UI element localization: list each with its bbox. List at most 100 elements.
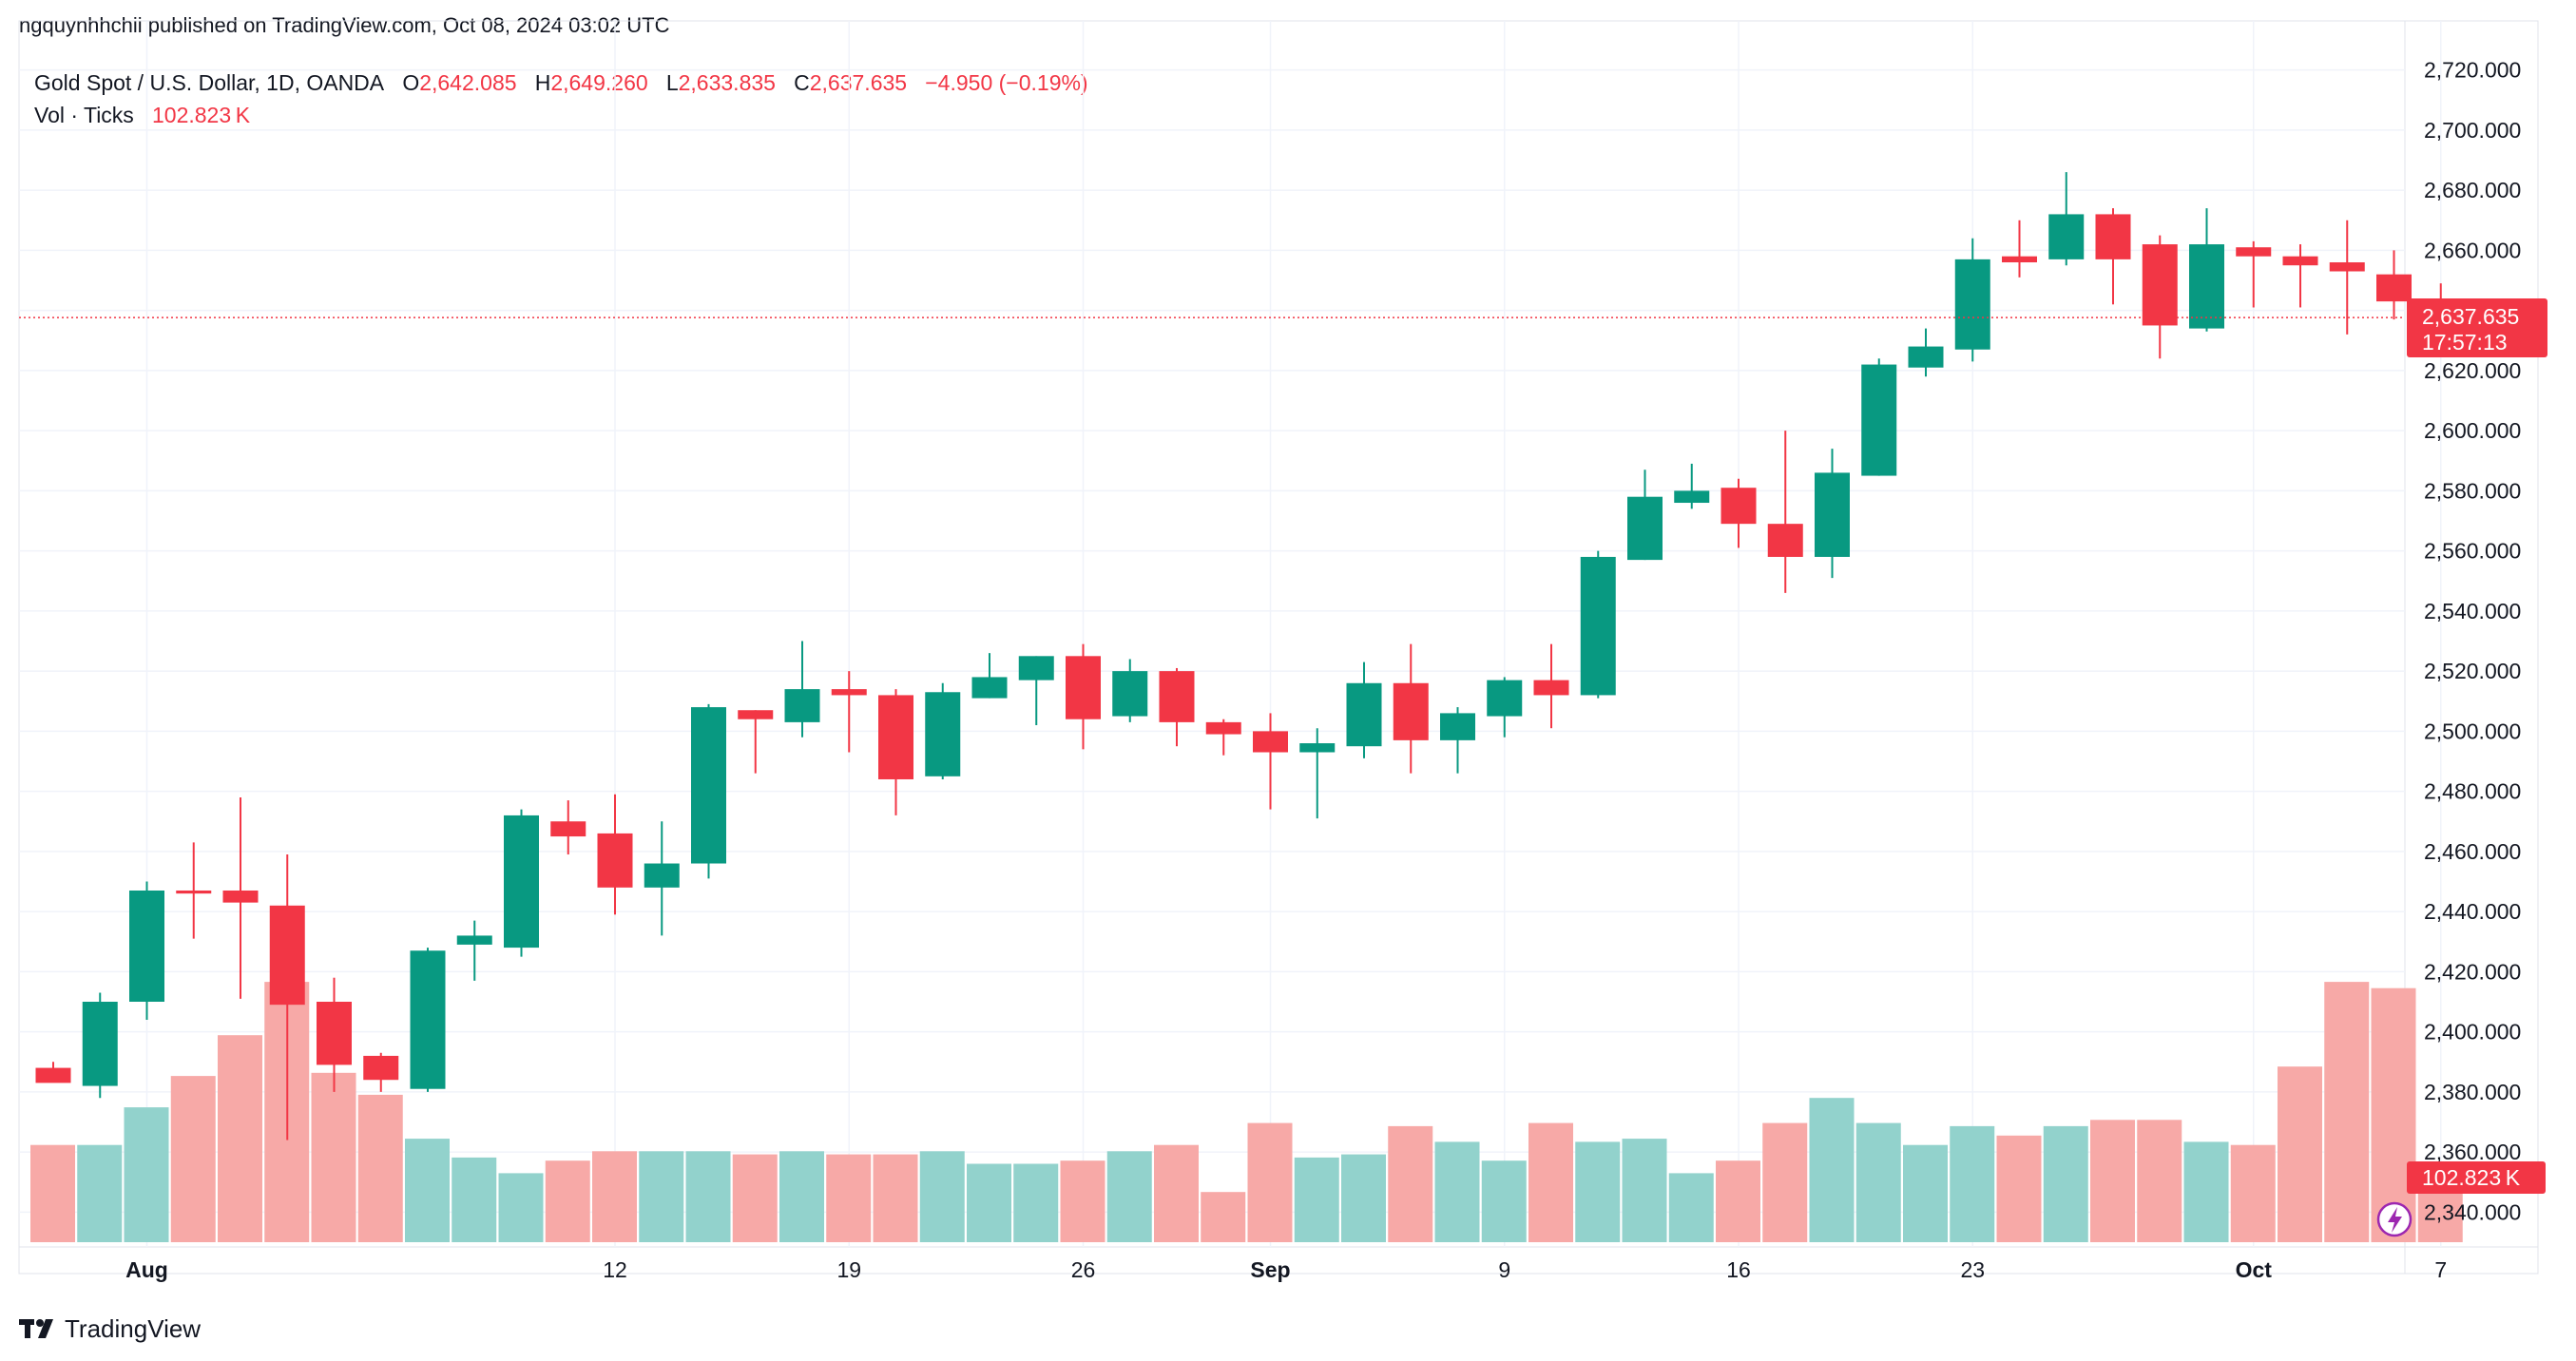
- close-label: C: [794, 70, 810, 95]
- candle-body: [2142, 244, 2178, 326]
- volume-bar: [2043, 1125, 2088, 1242]
- volume-bar: [1528, 1122, 1573, 1242]
- time-tick-label: Aug: [125, 1257, 168, 1282]
- candle-body: [410, 950, 446, 1089]
- time-tick-label: Oct: [2236, 1257, 2273, 1282]
- candle-body: [1346, 682, 1382, 747]
- candle-body: [925, 692, 961, 776]
- volume-bar: [30, 1144, 75, 1242]
- volume-bar: [170, 1076, 216, 1242]
- volume-bar: [1154, 1144, 1199, 1242]
- low-value: 2,633.835: [678, 70, 776, 95]
- candle-body: [2376, 274, 2412, 302]
- time-tick-label: 23: [1960, 1257, 1985, 1282]
- volume-bar: [2183, 1141, 2229, 1242]
- volume-bar: [967, 1163, 1011, 1242]
- lightning-icon[interactable]: [2376, 1201, 2413, 1237]
- volume-bar: [1903, 1144, 1948, 1242]
- price-tick-label: 2,420.000: [2424, 959, 2521, 984]
- volume-bar: [1247, 1122, 1293, 1242]
- last-price-badge-bg: [2407, 298, 2547, 357]
- volume-bar: [873, 1154, 918, 1242]
- candle-body: [831, 689, 867, 696]
- low-label: L: [665, 70, 679, 95]
- price-tick-label: 2,540.000: [2424, 599, 2521, 623]
- candle-body: [644, 863, 680, 888]
- close-value: 2,637.635: [809, 70, 908, 95]
- price-tick-label: 2,660.000: [2424, 238, 2521, 262]
- volume-bar: [124, 1107, 169, 1242]
- candle-body: [784, 689, 820, 722]
- volume-bar: [1060, 1160, 1105, 1242]
- chart-canvas[interactable]: 2,340.000 2,360.000 2,380.000 2,400.000 2,42…: [0, 0, 2576, 1312]
- volume-bar: [77, 1144, 123, 1242]
- volume-value: 102.823 K: [151, 103, 251, 127]
- volume-bar: [1434, 1141, 1480, 1242]
- volume-bar: [1996, 1135, 2042, 1242]
- volume-bar: [779, 1151, 824, 1242]
- volume-bar: [1481, 1160, 1527, 1242]
- price-tick-label: 2,500.000: [2424, 719, 2521, 743]
- volume-bar: [545, 1160, 590, 1242]
- volume-bar: [1809, 1098, 1855, 1242]
- candle-body: [317, 1002, 352, 1065]
- volume-bar: [1855, 1122, 1901, 1242]
- volume-bar: [1622, 1139, 1667, 1242]
- candle-body: [691, 707, 726, 864]
- candle-body: [2002, 256, 2037, 263]
- candle-body: [1205, 721, 1241, 735]
- change-value: −4.950 (−0.19%): [925, 70, 1088, 95]
- candle-body: [456, 935, 492, 945]
- candle-body: [1721, 488, 1757, 525]
- price-tick-label: 2,720.000: [2424, 58, 2521, 83]
- symbol-title[interactable]: Gold Spot / U.S. Dollar, 1D, OANDA: [34, 70, 385, 95]
- volume-label[interactable]: Vol · Ticks: [34, 103, 134, 127]
- candle-body: [1815, 472, 1850, 557]
- price-tick-label: 2,460.000: [2424, 839, 2521, 864]
- candle-body: [1159, 671, 1195, 722]
- volume-bar: [357, 1094, 403, 1242]
- time-tick-label: 9: [1498, 1257, 1510, 1282]
- high-label: H: [534, 70, 551, 95]
- volume-bar: [1106, 1151, 1152, 1242]
- candle-body: [1861, 364, 1897, 476]
- price-tick-label: 2,580.000: [2424, 478, 2521, 503]
- candle-body: [971, 677, 1008, 699]
- volume-badge-bg: [2407, 1161, 2546, 1194]
- volume-bar: [1013, 1163, 1059, 1242]
- candle-body: [2048, 214, 2085, 259]
- tradingview-logo-icon: [19, 1319, 53, 1338]
- volume-bar: [1294, 1157, 1339, 1242]
- grid-lines: [18, 20, 2539, 1275]
- volume-bars: [30, 982, 2463, 1242]
- candlesticks: [35, 172, 2459, 1141]
- volume-row: Vol · Ticks 102.823 K: [34, 99, 1088, 131]
- candle-body: [35, 1067, 71, 1083]
- candle-body: [1533, 680, 1569, 696]
- volume-bar: [405, 1139, 450, 1242]
- candle-body: [550, 821, 586, 837]
- time-tick-label: 19: [836, 1257, 861, 1282]
- time-tick-label: Sep: [1250, 1257, 1290, 1282]
- candle-body: [1112, 671, 1148, 717]
- volume-bar: [685, 1151, 731, 1242]
- candle-body: [1299, 743, 1336, 753]
- price-tick-label: 2,620.000: [2424, 358, 2521, 383]
- time-tick-label: 12: [603, 1257, 627, 1282]
- tradingview-brand[interactable]: TradingView: [19, 1314, 201, 1343]
- price-axis[interactable]: 2,340.000 2,360.000 2,380.000 2,400.000 2,42…: [2424, 58, 2521, 1225]
- volume-bar: [2090, 1120, 2135, 1242]
- volume-bar: [2371, 987, 2416, 1242]
- countdown-badge: 17:57:13: [2422, 330, 2508, 355]
- volume-bar: [1762, 1122, 1808, 1242]
- publisher-line: ngquynhhchii published on TradingView.co…: [19, 13, 670, 37]
- last-price-badge: 2,637.635: [2422, 304, 2519, 329]
- candle-body: [1253, 731, 1288, 753]
- candle-body: [2236, 247, 2272, 257]
- candle-body: [1393, 682, 1429, 740]
- time-axis[interactable]: Aug 12 19 26 Sep 9 16 23 Oct 7: [125, 1257, 2447, 1282]
- high-value: 2,649.260: [550, 70, 648, 95]
- candle-body: [1627, 496, 1663, 561]
- price-tick-label: 2,600.000: [2424, 418, 2521, 443]
- chart-frame: [18, 20, 2539, 1275]
